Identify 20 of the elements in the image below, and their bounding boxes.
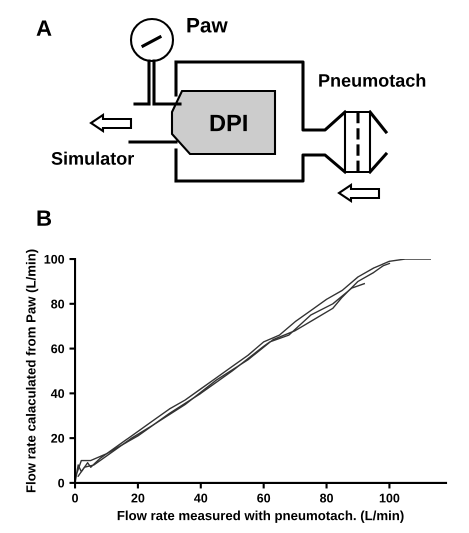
x-tick-label: 20: [131, 494, 144, 502]
text: Simulator: [52, 152, 134, 165]
x-axis-title: Flow rate measured with pneumotach. (L/min): [118, 510, 404, 523]
text: Pneumotach: [319, 74, 426, 87]
y-tick-label: 40: [50, 389, 64, 398]
text: Paw: [187, 18, 228, 33]
x-tick-label: 40: [194, 494, 208, 502]
text: B: [37, 210, 52, 226]
y-tick-label: 100: [44, 254, 64, 264]
x-tick-label: 0: [72, 494, 78, 502]
y-tick-label: 20: [51, 434, 64, 443]
y-tick-label: 0: [58, 478, 64, 488]
y-axis-title: Flow rate calaculated from Paw (L/min): [26, 250, 38, 492]
x-tick-label: 100: [380, 494, 400, 502]
x-tick-label: 80: [320, 494, 333, 502]
text: DPI: [210, 114, 247, 132]
text: A: [36, 20, 52, 36]
y-tick-label: 60: [51, 344, 64, 354]
y-tick-label: 80: [51, 300, 64, 308]
x-tick-label: 60: [257, 494, 270, 502]
